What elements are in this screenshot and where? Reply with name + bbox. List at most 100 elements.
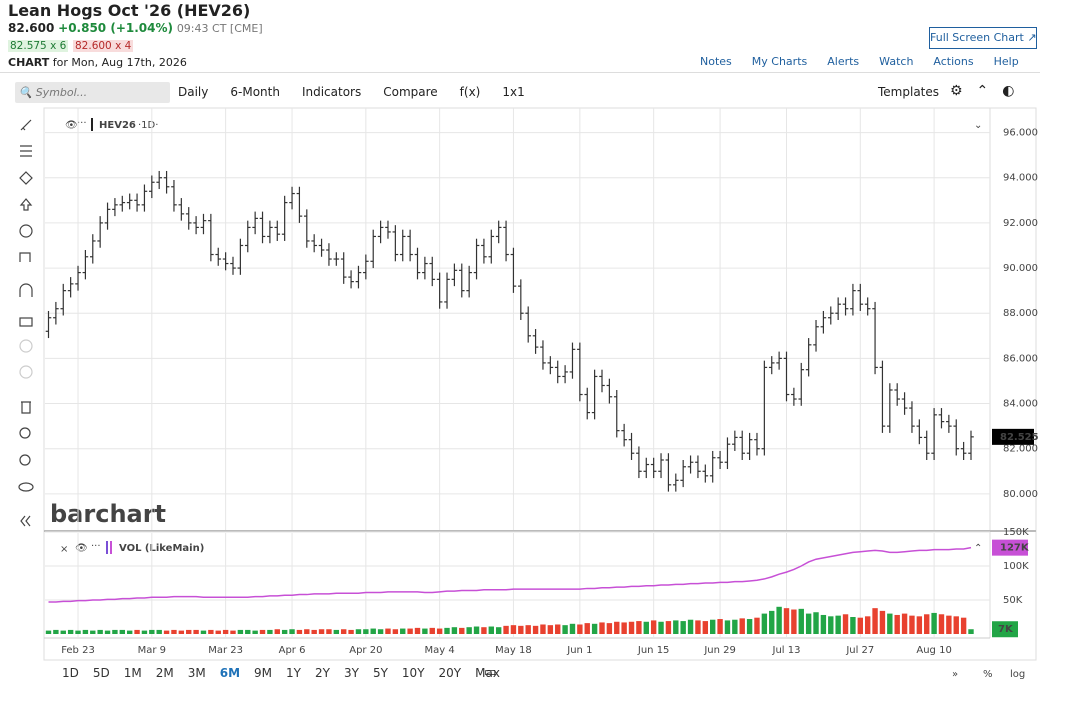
range-buttons: 1D 5D 1M 2M 3M 6M 9M 1Y 2Y 3Y 5Y 10Y 20Y Max [62, 666, 500, 680]
volume-bar [149, 629, 155, 634]
volume-bar [488, 626, 494, 634]
volume-bar [931, 612, 937, 634]
last-price: 82.600 [8, 21, 55, 35]
volume-line [48, 546, 972, 603]
collapse-icon[interactable]: ⌄ [974, 120, 982, 131]
volume-bar [436, 628, 443, 634]
collapse-icon[interactable]: ⌃ [974, 543, 982, 554]
range-button[interactable]: 5Y [372, 666, 388, 680]
volume-bar [805, 613, 812, 634]
menu-dots[interactable]: ··· [77, 118, 87, 129]
bar-last-box [992, 621, 1018, 638]
x-tick-label: Apr 6 [279, 645, 306, 656]
volume-bar [289, 629, 295, 634]
volume-bar [208, 629, 214, 634]
range-button[interactable]: 20Y [438, 666, 462, 680]
eye-icon[interactable]: 👁 [65, 120, 78, 131]
range-button[interactable]: 1Y [286, 666, 302, 680]
toolbar-item[interactable]: f(x) [459, 85, 481, 99]
range-button[interactable]: 1M [123, 666, 142, 680]
y-tick-label: 92.000 [1003, 218, 1038, 229]
volume-title: VOL (LikeMain) [119, 543, 204, 554]
y-tick-label: 80.000 [1003, 489, 1038, 500]
volume-bar [643, 621, 649, 634]
header-link[interactable]: Actions [933, 55, 974, 68]
volume-bar [968, 629, 974, 634]
eye-icon[interactable]: 👁 [75, 543, 88, 554]
header-link[interactable]: Help [993, 55, 1019, 68]
header-link[interactable]: Alerts [827, 55, 860, 68]
volume-bar [237, 629, 244, 634]
range-button[interactable]: 2M [155, 666, 174, 680]
volume-bar [754, 617, 760, 634]
range-button[interactable]: 2Y [315, 666, 330, 680]
volume-bar [783, 608, 790, 634]
range-button[interactable]: 6M [219, 666, 241, 680]
x-tick-label: Jun 15 [637, 645, 670, 656]
volume-bar [953, 616, 959, 634]
volume-bar [901, 613, 908, 634]
volume-bar [850, 617, 856, 634]
volume-bar [695, 620, 701, 634]
volume-bar [104, 630, 111, 634]
volume-bar [341, 629, 347, 634]
toolbar-item[interactable]: 1x1 [502, 85, 525, 99]
y-tick-label: 150K [1003, 527, 1029, 538]
volume-bar [606, 623, 613, 634]
header-link[interactable]: Notes [700, 55, 732, 68]
volume-bar [879, 610, 886, 634]
legend-interval: ·1D· [138, 120, 158, 131]
time: 09:43 CT [CME] [176, 22, 263, 35]
volume-bar [429, 627, 435, 634]
toolbar-item[interactable]: Daily [178, 85, 209, 99]
legend-symbol: HEV26 [99, 120, 136, 131]
toolbar-item[interactable]: Indicators [301, 85, 362, 99]
symbol-search[interactable]: 🔍 Symbol... [15, 82, 170, 103]
header-link[interactable]: Watch [879, 55, 914, 68]
range-button[interactable]: 3Y [343, 666, 359, 680]
volume-bar [960, 617, 967, 634]
volume-bar [887, 613, 893, 634]
volume-bar [739, 618, 745, 634]
toolbar-item[interactable]: Compare [383, 85, 438, 99]
volume-bar [724, 620, 731, 634]
range-button[interactable]: 9M [254, 666, 273, 680]
x-tick-label: Jul 13 [772, 645, 801, 656]
templates[interactable]: Templates [878, 85, 940, 99]
volume-bar [82, 629, 89, 634]
volume-bar [281, 629, 288, 634]
watermark: barchart [50, 500, 166, 528]
range-button[interactable]: 1D [62, 666, 79, 680]
volume-bar [466, 627, 472, 634]
volume-bar [45, 630, 52, 634]
volume-bar [591, 623, 598, 634]
calendar-icon[interactable]: ▭ [484, 665, 497, 680]
volume-bar [503, 625, 509, 634]
range-button[interactable]: 5D [92, 666, 110, 680]
log-toggle[interactable]: log [1010, 669, 1025, 680]
toolbar: Daily 6-Month Indicators Compare f(x) 1x1 [178, 85, 525, 99]
header-link[interactable]: My Charts [751, 55, 808, 68]
range-button[interactable]: 10Y [401, 666, 425, 680]
scroll-icon[interactable]: » [952, 669, 958, 680]
volume-bar [857, 617, 863, 634]
range-button[interactable]: 3M [187, 666, 206, 680]
range-button[interactable]: Max [475, 666, 500, 680]
percent-toggle[interactable]: % [983, 669, 993, 680]
toolbar-icons[interactable]: ⚙⌃◐ [950, 83, 1029, 99]
last-price-box [992, 428, 1034, 445]
full-screen-button[interactable]: Full Screen Chart ↗ [929, 27, 1037, 49]
volume-bar [67, 629, 74, 634]
close-icon[interactable]: × [60, 544, 68, 555]
volume-bar [459, 627, 465, 634]
y-tick-label: 90.000 [1003, 263, 1038, 274]
drawing-tools[interactable] [18, 119, 34, 527]
volume-bar [267, 629, 273, 634]
volume-bar [710, 619, 716, 634]
volume-bar [628, 621, 635, 634]
toolbar-item[interactable]: 6-Month [230, 85, 280, 99]
volume-bar [577, 624, 583, 634]
menu-dots[interactable]: ··· [91, 541, 101, 552]
date: for Mon, Aug 17th, 2026 [52, 56, 187, 69]
volume-bar [909, 615, 915, 634]
